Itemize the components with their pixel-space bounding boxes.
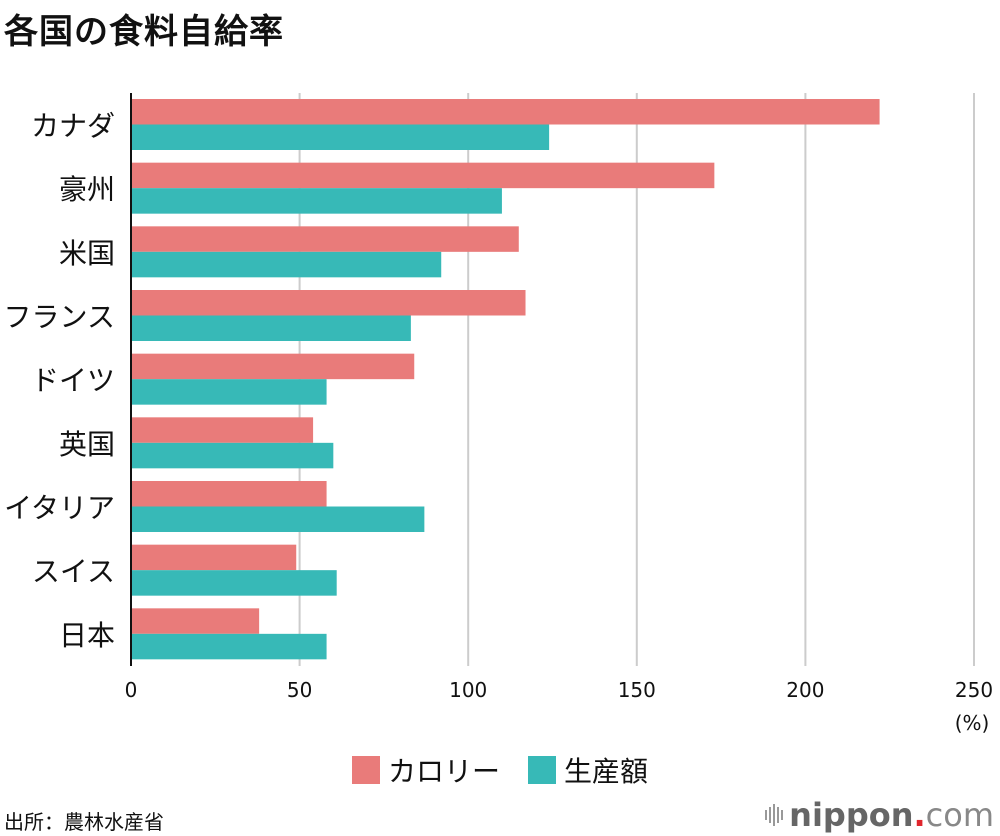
labels: 0 50 100 150 200 250 (%) カナダ豪州米国フランスドイツ英国イタリアスイ… [4,110,994,736]
source-note: 出所：農林水産省 [4,810,164,834]
logo-tld: com [925,796,994,834]
bars [131,99,880,660]
x-tick-label: 150 [618,678,656,702]
bar-calorie [131,353,415,380]
category-label: スイス [32,555,115,588]
bar-calorie [131,417,314,443]
bar-production [131,315,411,341]
x-tick-label: 0 [125,678,138,702]
category-label: カナダ [31,110,115,143]
chart-title: 各国の食料自給率 [4,12,284,52]
bar-calorie [131,290,526,316]
category-label: イタリア [4,492,115,525]
category-label: 英国 [59,428,115,461]
legend-label-production: 生産額 [564,755,649,788]
legend-label-calorie: カロリー [387,755,500,788]
logo-name: nippon [789,796,914,834]
bar-production [131,570,337,596]
category-label: 日本 [59,619,115,652]
category-label: 豪州 [59,173,115,206]
bar-production [131,506,425,532]
legend-item-calorie: カロリー [351,750,500,790]
legend-swatch-production [528,756,556,784]
x-tick-label: 100 [449,678,487,702]
legend-item-production: 生産額 [528,750,648,790]
x-tick-label: 250 [955,678,993,702]
bar-production [131,188,502,214]
chart-plot: 0 50 100 150 200 250 (%) カナダ豪州米国フランスドイツ英国イタリアスイ… [4,93,994,736]
bar-production [131,442,334,469]
bar-calorie [131,226,519,252]
nippon-logo: nippon.com [765,796,994,834]
bar-calorie [131,608,260,634]
category-label: フランス [4,301,115,334]
bar-production [131,124,550,150]
x-tick-label: 50 [287,678,312,702]
legend-swatch-calorie [351,756,380,784]
x-tick-label: 200 [786,678,824,702]
bar-calorie [131,162,715,189]
sound-bars-icon [765,802,784,828]
bar-production [131,251,442,278]
x-unit-label: (%) [955,711,990,735]
legend: カロリー 生産額 [0,750,1000,790]
bar-calorie [131,481,327,507]
logo-dot: . [913,796,926,834]
category-label: ドイツ [31,364,115,397]
bar-production [131,379,327,405]
category-label: 米国 [59,237,115,270]
bar-calorie [131,544,297,571]
bar-calorie [131,99,880,125]
bar-production [131,633,327,660]
